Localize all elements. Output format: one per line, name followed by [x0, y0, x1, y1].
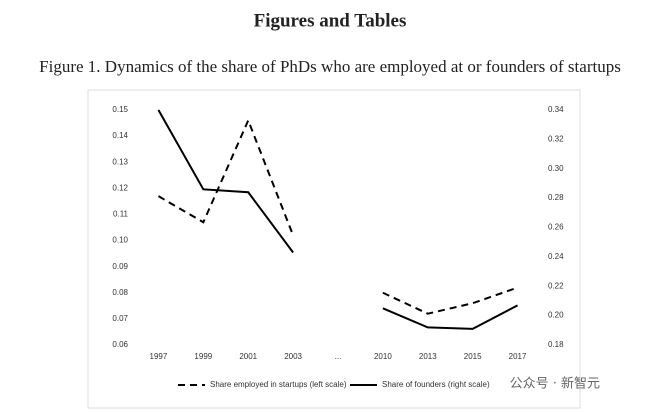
x-tick-label: 1997	[150, 352, 168, 361]
legend-label: Share of founders (right scale)	[382, 380, 490, 389]
legend-label: Share employed in startups (left scale)	[210, 380, 347, 389]
y2-tick-label: 0.34	[548, 105, 564, 114]
y-tick-label: 0.09	[112, 262, 128, 271]
x-tick-label: 2001	[239, 352, 257, 361]
y-tick-label: 0.10	[112, 236, 128, 245]
x-tick-label: ...	[335, 352, 342, 361]
series-line	[157, 109, 519, 330]
x-tick-label: 1999	[194, 352, 212, 361]
x-tick-label: 2003	[284, 352, 302, 361]
x-tick-label: 2013	[419, 352, 437, 361]
y-tick-label: 0.06	[112, 340, 128, 349]
x-tick-label: 2017	[509, 352, 527, 361]
series-line	[157, 117, 518, 315]
y2-tick-label: 0.20	[548, 311, 564, 320]
y2-tick-label: 0.26	[548, 223, 564, 232]
y-tick-label: 0.07	[112, 314, 128, 323]
x-tick-label: 2010	[374, 352, 392, 361]
chart-border	[87, 89, 581, 409]
y-tick-label: 0.11	[113, 210, 129, 219]
heading: Figures and Tables	[254, 10, 407, 31]
y2-tick-label: 0.28	[548, 193, 564, 202]
x-tick-label: 2015	[464, 352, 482, 361]
y2-tick-label: 0.18	[548, 340, 564, 349]
y-tick-label: 0.14	[112, 131, 128, 140]
y-tick-label: 0.13	[112, 157, 128, 166]
y-tick-label: 0.12	[112, 183, 128, 192]
y2-tick-label: 0.24	[548, 252, 564, 261]
chart-title: Figure 1. Dynamics of the share of PhDs …	[39, 57, 621, 76]
y-tick-label: 0.15	[112, 105, 128, 114]
y2-tick-label: 0.30	[548, 164, 564, 173]
y2-tick-label: 0.32	[548, 134, 564, 143]
y2-tick-label: 0.22	[548, 281, 564, 290]
y-tick-label: 0.08	[112, 288, 128, 297]
watermark: 公众号 · 新智元	[510, 376, 600, 392]
